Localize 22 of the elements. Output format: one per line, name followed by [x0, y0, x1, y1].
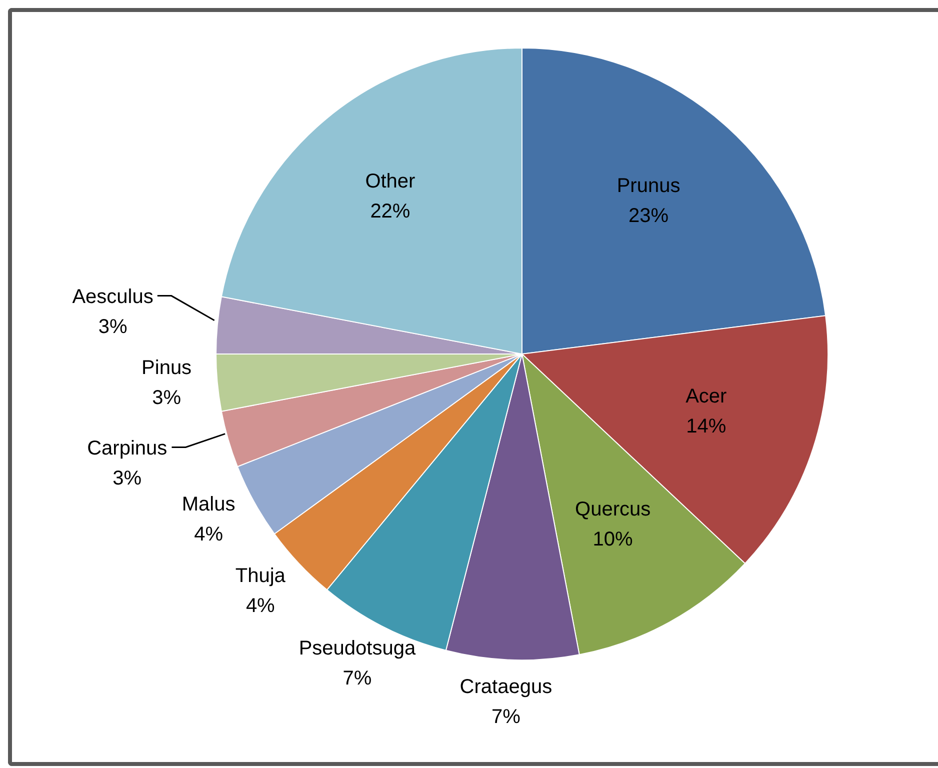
- slice-label: Thuja: [235, 564, 286, 587]
- slice-label: Pinus: [142, 357, 192, 380]
- slice-label: Crataegus: [460, 676, 552, 698]
- slice-label: Prunus: [616, 174, 680, 197]
- slice-label: Acer: [686, 385, 728, 408]
- data-label: 4%: [246, 594, 276, 617]
- data-label: 7%: [342, 668, 372, 690]
- slice-label: Aesculus: [72, 286, 154, 308]
- slice-label: Carpinus: [87, 437, 168, 460]
- slice-label: Quercus: [575, 498, 651, 520]
- slice-label: Other: [365, 170, 416, 193]
- data-label: 3%: [152, 387, 182, 410]
- data-label: 4%: [194, 524, 224, 546]
- slice-label: Pseudotsuga: [298, 638, 416, 660]
- data-label: 22%: [370, 200, 410, 223]
- data-label: 14%: [686, 415, 726, 438]
- slice-label: Malus: [182, 494, 236, 516]
- data-label: 23%: [628, 204, 669, 227]
- data-label: 10%: [592, 528, 634, 550]
- data-label: 3%: [98, 316, 128, 338]
- data-label: 7%: [491, 706, 521, 728]
- data-label: 3%: [112, 467, 142, 490]
